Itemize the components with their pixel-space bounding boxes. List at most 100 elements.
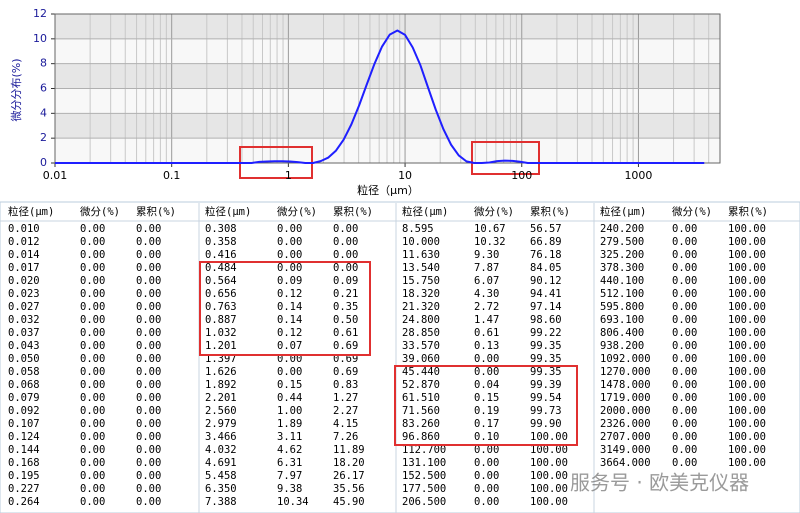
table-cell: 0.00: [136, 353, 161, 365]
table-cell: 0.00: [136, 379, 161, 391]
table-cell: 100.00: [728, 418, 766, 430]
table-cell: 84.05: [530, 262, 562, 274]
x-tick-label: 1: [285, 169, 292, 182]
table-cell: 595.800: [600, 301, 644, 313]
table-cell: 21.320: [402, 301, 440, 313]
table-cell: 0.107: [8, 418, 40, 430]
table-cell: 0.00: [136, 431, 161, 443]
table-cell: 3664.000: [600, 457, 651, 469]
table-cell: 0.14: [277, 301, 302, 313]
table-cell: 0.00: [136, 366, 161, 378]
table-cell: 99.35: [530, 340, 562, 352]
table-cell: 0.69: [333, 340, 358, 352]
table-cell: 2.72: [474, 301, 499, 313]
table-cell: 100.00: [530, 470, 568, 482]
table-cell: 100.00: [728, 301, 766, 313]
table-cell: 1092.000: [600, 353, 651, 365]
table-cell: 100.00: [728, 223, 766, 235]
table-cell: 13.540: [402, 262, 440, 274]
y-tick-label: 10: [33, 32, 47, 45]
table-cell: 0.308: [205, 223, 237, 235]
table-cell: 100.00: [728, 379, 766, 391]
table-cell: 7.26: [333, 431, 358, 443]
table-cell: 7.97: [277, 470, 302, 482]
table-cell: 0.04: [474, 379, 499, 391]
table-cell: 0.00: [277, 236, 302, 248]
table-cell: 18.320: [402, 288, 440, 300]
table-cell: 0.44: [277, 392, 302, 404]
table-cell: 0.00: [80, 405, 105, 417]
table-cell: 7.388: [205, 496, 237, 508]
table-cell: 98.60: [530, 314, 562, 326]
x-tick-label: 100: [511, 169, 532, 182]
table-cell: 100.00: [728, 340, 766, 352]
table-cell: 0.19: [474, 405, 499, 417]
table-cell: 0.00: [672, 327, 697, 339]
table-cell: 0.00: [474, 483, 499, 495]
table-cell: 100.00: [530, 431, 568, 443]
table-cell: 1.032: [205, 327, 237, 339]
y-tick-label: 8: [40, 57, 47, 70]
y-tick-label: 2: [40, 131, 47, 144]
table-cell: 0.00: [333, 262, 358, 274]
table-cell: 0.00: [136, 327, 161, 339]
table-cell: 0.00: [474, 444, 499, 456]
table-cell: 100.00: [728, 327, 766, 339]
table-cell: 0.00: [672, 340, 697, 352]
table-cell: 0.14: [277, 314, 302, 326]
column-header: 累积(%): [333, 206, 373, 218]
table-cell: 35.56: [333, 483, 365, 495]
table-cell: 0.00: [474, 366, 499, 378]
table-cell: 83.260: [402, 418, 440, 430]
table-cell: 2.201: [205, 392, 237, 404]
table-cell: 99.90: [530, 418, 562, 430]
table-cell: 2326.000: [600, 418, 651, 430]
table-cell: 4.032: [205, 444, 237, 456]
table-cell: 0.00: [672, 418, 697, 430]
table-cell: 7.87: [474, 262, 499, 274]
table-cell: 0.00: [277, 223, 302, 235]
table-cell: 45.90: [333, 496, 365, 508]
table-cell: 100.00: [728, 392, 766, 404]
table-cell: 240.200: [600, 223, 644, 235]
table-cell: 440.100: [600, 275, 644, 287]
table-cell: 0.10: [474, 431, 499, 443]
table-cell: 0.00: [136, 483, 161, 495]
table-cell: 0.079: [8, 392, 40, 404]
table-cell: 0.032: [8, 314, 40, 326]
table-cell: 24.800: [402, 314, 440, 326]
table-cell: 0.09: [277, 275, 302, 287]
table-cell: 1.892: [205, 379, 237, 391]
table-cell: 0.00: [277, 366, 302, 378]
table-cell: 0.00: [672, 405, 697, 417]
table-cell: 279.500: [600, 236, 644, 248]
table-cell: 1.626: [205, 366, 237, 378]
column-header: 粒径(μm): [205, 205, 251, 218]
table-cell: 0.00: [474, 496, 499, 508]
table-frame: [0, 201, 800, 513]
plot-band: [55, 88, 720, 114]
x-tick-label: 0.01: [43, 169, 68, 182]
table-cell: 325.200: [600, 249, 644, 261]
table-cell: 0.00: [672, 457, 697, 469]
table-cell: 0.00: [80, 366, 105, 378]
table-cell: 4.691: [205, 457, 237, 469]
table-cell: 0.00: [80, 379, 105, 391]
table-cell: 4.15: [333, 418, 358, 430]
table-cell: 0.00: [80, 353, 105, 365]
table-cell: 11.89: [333, 444, 365, 456]
column-header: 累积(%): [728, 206, 768, 218]
table-cell: 56.57: [530, 223, 562, 235]
table-cell: 100.00: [728, 457, 766, 469]
column-header: 累积(%): [136, 206, 176, 218]
table-cell: 0.12: [277, 288, 302, 300]
table-cell: 0.00: [672, 301, 697, 313]
table-cell: 11.630: [402, 249, 440, 261]
table-cell: 0.00: [672, 379, 697, 391]
table-cell: 3.11: [277, 431, 302, 443]
plot-band: [55, 38, 720, 64]
table-cell: 100.00: [728, 249, 766, 261]
column-header: 粒径(μm): [600, 205, 646, 218]
table-cell: 1.201: [205, 340, 237, 352]
table-cell: 0.00: [474, 470, 499, 482]
